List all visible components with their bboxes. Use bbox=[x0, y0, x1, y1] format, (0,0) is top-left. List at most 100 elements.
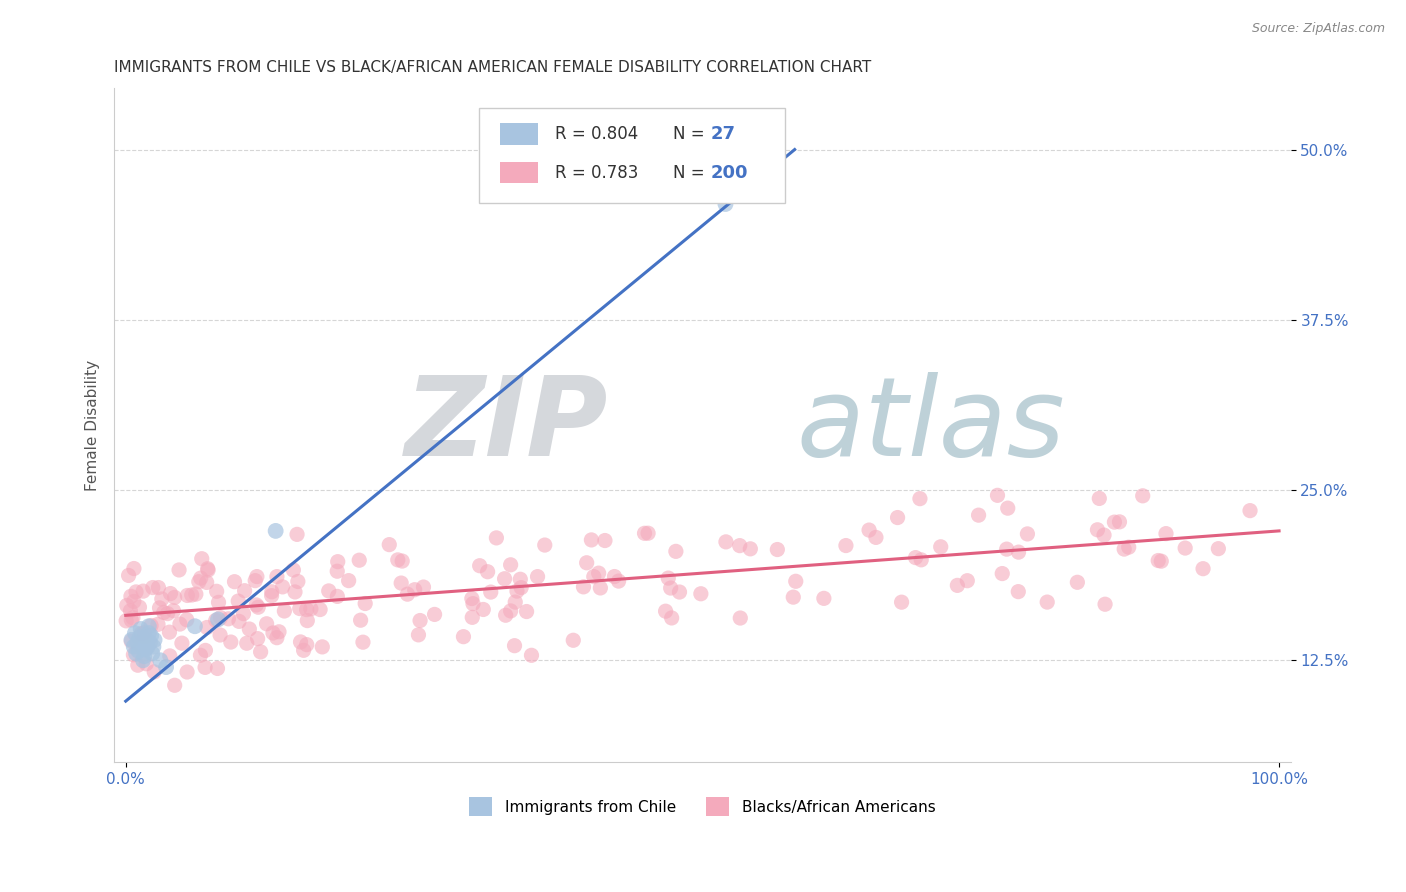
Point bbox=[249, 645, 271, 659]
Point bbox=[412, 580, 434, 594]
Point bbox=[997, 501, 1019, 516]
Point bbox=[246, 569, 269, 583]
Text: 200: 200 bbox=[710, 163, 748, 182]
Point bbox=[1132, 489, 1154, 503]
Point bbox=[143, 632, 166, 647]
Point bbox=[714, 197, 737, 211]
Point bbox=[813, 591, 835, 606]
Point bbox=[292, 643, 315, 657]
Point bbox=[162, 604, 184, 618]
Point bbox=[581, 533, 603, 547]
Point bbox=[661, 611, 683, 625]
FancyBboxPatch shape bbox=[501, 161, 537, 184]
Point bbox=[260, 584, 283, 599]
Point bbox=[785, 574, 807, 589]
Point bbox=[1150, 554, 1173, 568]
Point bbox=[991, 566, 1014, 581]
Point bbox=[1154, 526, 1177, 541]
Point bbox=[207, 595, 229, 609]
Point bbox=[266, 631, 288, 645]
Point bbox=[956, 574, 979, 588]
Point bbox=[135, 632, 157, 647]
Point bbox=[986, 488, 1008, 502]
Point bbox=[115, 614, 138, 628]
Point bbox=[354, 597, 377, 611]
Point bbox=[148, 581, 170, 595]
Point bbox=[135, 657, 157, 671]
Point bbox=[503, 595, 526, 609]
Point bbox=[176, 589, 198, 603]
Point bbox=[127, 644, 149, 658]
Point bbox=[138, 619, 160, 633]
Point bbox=[516, 605, 538, 619]
Point bbox=[295, 602, 318, 616]
Point bbox=[689, 587, 711, 601]
Point bbox=[929, 540, 952, 554]
Point bbox=[461, 610, 484, 624]
Text: R = 0.804: R = 0.804 bbox=[555, 125, 638, 143]
Point bbox=[170, 636, 193, 650]
Point bbox=[195, 575, 218, 590]
Point bbox=[668, 585, 690, 599]
Legend: Immigrants from Chile, Blacks/African Americans: Immigrants from Chile, Blacks/African Am… bbox=[464, 791, 942, 822]
Point bbox=[657, 571, 679, 585]
Point bbox=[224, 574, 246, 589]
Point bbox=[858, 523, 880, 537]
Point bbox=[728, 539, 751, 553]
Point bbox=[714, 534, 737, 549]
Point bbox=[197, 562, 219, 576]
Point bbox=[159, 625, 181, 640]
Point bbox=[409, 614, 432, 628]
Point bbox=[128, 630, 150, 644]
Point bbox=[287, 574, 309, 589]
Point bbox=[260, 589, 283, 603]
Point bbox=[127, 658, 149, 673]
Text: Source: ZipAtlas.com: Source: ZipAtlas.com bbox=[1251, 22, 1385, 36]
Point bbox=[477, 565, 499, 579]
Point bbox=[117, 568, 139, 582]
Point bbox=[946, 578, 969, 592]
Point bbox=[149, 653, 172, 667]
Point bbox=[499, 604, 522, 618]
Point bbox=[190, 571, 212, 585]
Point bbox=[499, 558, 522, 572]
Point bbox=[908, 491, 931, 506]
Point bbox=[194, 643, 217, 657]
Point bbox=[396, 587, 419, 601]
Y-axis label: Female Disability: Female Disability bbox=[86, 359, 100, 491]
Point bbox=[176, 665, 198, 679]
Point bbox=[865, 530, 887, 544]
Point bbox=[180, 588, 202, 602]
Point bbox=[1007, 545, 1029, 559]
Point bbox=[132, 653, 155, 667]
Point bbox=[299, 602, 322, 616]
Point bbox=[1087, 523, 1109, 537]
Point bbox=[156, 607, 179, 621]
Point bbox=[197, 563, 219, 577]
Point bbox=[730, 611, 752, 625]
Point bbox=[194, 660, 217, 674]
Point bbox=[494, 572, 516, 586]
Point bbox=[134, 630, 156, 644]
Point bbox=[408, 628, 430, 642]
Point bbox=[349, 613, 371, 627]
Point bbox=[233, 583, 256, 598]
Point bbox=[176, 613, 198, 627]
Point bbox=[904, 550, 927, 565]
Point bbox=[247, 600, 270, 615]
Point bbox=[267, 624, 290, 639]
Point bbox=[238, 622, 260, 636]
Point bbox=[461, 591, 484, 606]
Point bbox=[520, 648, 543, 663]
Point bbox=[134, 625, 156, 640]
Point bbox=[152, 606, 174, 620]
Point bbox=[890, 595, 912, 609]
Point bbox=[115, 599, 138, 613]
Point bbox=[122, 561, 145, 575]
Point bbox=[318, 583, 340, 598]
Point bbox=[245, 598, 267, 612]
Point bbox=[288, 601, 311, 615]
Point bbox=[209, 628, 232, 642]
Point bbox=[285, 527, 308, 541]
Point bbox=[142, 581, 165, 595]
